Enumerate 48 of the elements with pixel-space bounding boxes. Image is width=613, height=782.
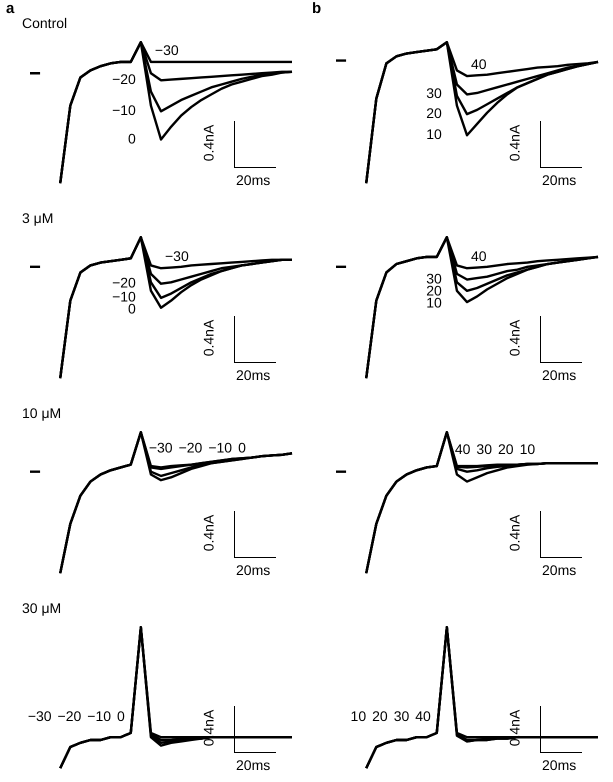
- series-label: 0: [238, 440, 246, 456]
- chart-title: b: [312, 0, 322, 17]
- series-label: −10: [208, 440, 232, 456]
- annotation: 20ms: [236, 172, 270, 188]
- annotation: 20ms: [236, 757, 270, 773]
- series-label: 10: [350, 708, 366, 724]
- series-label: 30: [394, 708, 410, 724]
- annotation: 0.4nA: [200, 124, 216, 162]
- annotation: 20ms: [542, 172, 576, 188]
- annotation: 20ms: [542, 562, 576, 578]
- series-label: 40: [471, 248, 487, 264]
- series-label: 10: [426, 126, 442, 142]
- series-label: 20: [426, 104, 442, 121]
- series-label: −30: [165, 248, 189, 264]
- annotation: 0.4nA: [200, 320, 216, 356]
- annotation: 20ms: [236, 562, 270, 578]
- annotation: 0.4nA: [506, 124, 522, 162]
- chart-subtitle: 3 μM: [22, 210, 54, 226]
- annotation: 20ms: [236, 367, 270, 383]
- series-label: −10: [87, 708, 112, 724]
- series-label: −20: [112, 71, 136, 88]
- annotation: 20ms: [542, 757, 576, 773]
- series-label: −10: [112, 102, 136, 118]
- series-label: −20: [178, 440, 203, 456]
- annotation: 0.4nA: [200, 514, 216, 552]
- series-label: 30: [426, 270, 442, 286]
- series-label: 0: [117, 708, 126, 724]
- series-label: 10: [520, 440, 536, 457]
- chart-subtitle: 30 μM: [22, 600, 62, 616]
- series-label: −20: [112, 274, 136, 291]
- annotation: 0.4nA: [506, 514, 522, 552]
- series-label: 30: [476, 440, 492, 457]
- series-label: −30: [154, 42, 179, 58]
- series-label: 20: [498, 440, 514, 457]
- series-label: −30: [148, 440, 173, 456]
- annotation: 0.4nA: [506, 320, 522, 356]
- text: −30: [28, 708, 52, 724]
- series-label: 40: [454, 440, 471, 457]
- annotation: 20ms: [542, 367, 576, 383]
- series-label: 40: [471, 56, 487, 72]
- chart-subtitle: Control: [22, 15, 68, 31]
- series-label: 20: [372, 708, 388, 724]
- series-label: 0: [128, 130, 136, 146]
- chart-title: a: [6, 0, 14, 17]
- series-label: 40: [415, 708, 432, 724]
- series-label: −20: [58, 708, 82, 724]
- series-label: 30: [426, 85, 442, 102]
- chart-subtitle: 10 μM: [22, 405, 62, 421]
